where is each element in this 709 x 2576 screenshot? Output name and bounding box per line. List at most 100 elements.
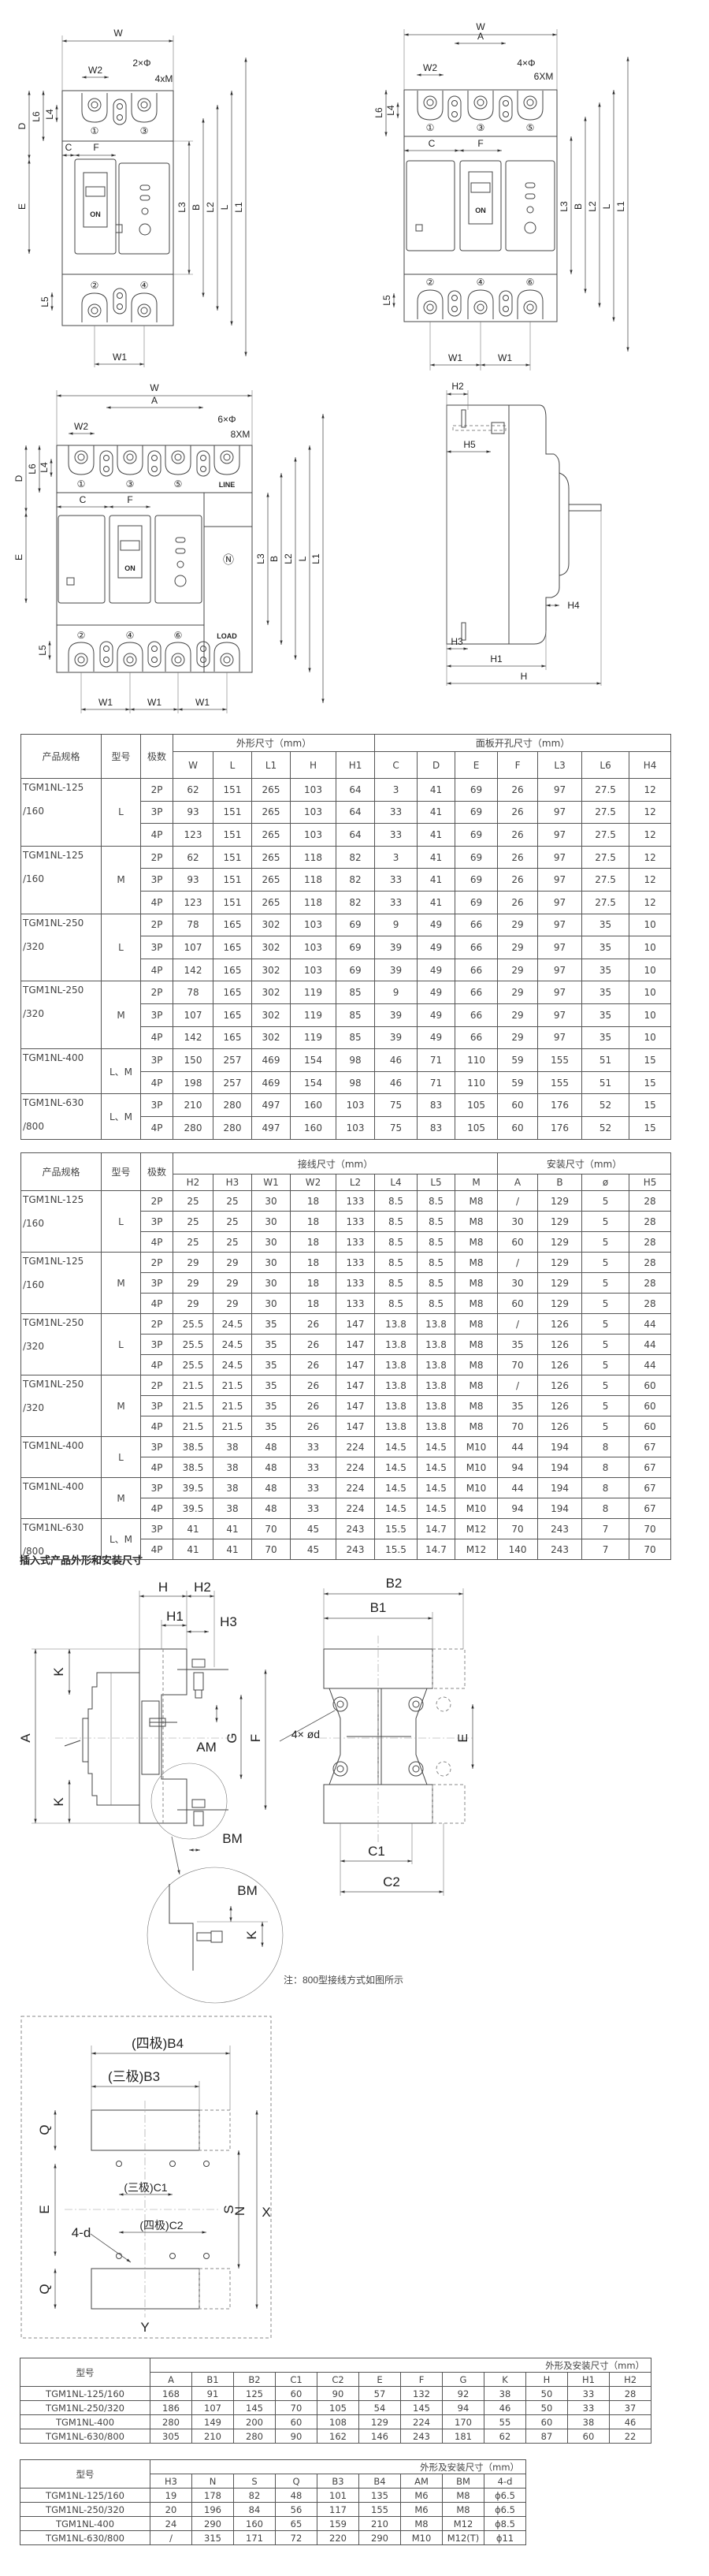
dimension-label: L5 <box>381 295 392 306</box>
dimension-label: L2 <box>205 202 216 213</box>
handle <box>83 172 108 228</box>
column-header: L4 <box>374 1174 418 1191</box>
value-cell: M8 <box>454 1252 499 1273</box>
dimension-e: E <box>455 1704 474 1769</box>
poles-cell: 3P <box>140 1395 173 1416</box>
type-cell: M <box>101 1375 141 1437</box>
terminal-screw <box>68 445 95 475</box>
dimension-label: W1 <box>147 697 161 708</box>
value-cell: 69 <box>455 845 499 869</box>
value-cell: 5 <box>581 1252 630 1273</box>
column-header: H1 <box>335 751 376 779</box>
value-cell: 30 <box>251 1211 291 1232</box>
value-cell: 60 <box>629 1416 672 1437</box>
dimension-l: L <box>601 90 615 322</box>
value-cell: 15 <box>629 1115 672 1140</box>
value-cell: 66 <box>455 1026 499 1050</box>
dimension-h: H <box>139 1580 187 1598</box>
value-cell: 224 <box>336 1498 375 1519</box>
poles-cell: 4P <box>140 1293 173 1314</box>
value-cell: 60 <box>497 1093 539 1117</box>
value-cell: 10 <box>629 1026 672 1050</box>
dimension-f: F <box>248 1670 267 1810</box>
value-cell: 7 <box>581 1518 630 1539</box>
value-cell: 24 <box>150 2516 192 2531</box>
dimension-label: (三极)C1 <box>124 2181 167 2194</box>
terminal-screw <box>417 91 444 121</box>
dimension-label: F <box>93 142 98 153</box>
value-cell: 290 <box>358 2530 401 2545</box>
value-cell: 110 <box>455 1070 499 1095</box>
dimension-w1: W1 <box>130 697 178 711</box>
value-cell: 22 <box>608 2429 652 2444</box>
value-cell: 94 <box>497 1457 539 1478</box>
value-cell: 52 <box>581 1093 630 1117</box>
value-cell: 48 <box>251 1477 291 1498</box>
dimension-l3: L3 <box>559 136 573 274</box>
value-cell: 33 <box>290 1498 336 1519</box>
pole-label: ③ <box>477 122 485 133</box>
value-cell: 26 <box>290 1395 336 1416</box>
column-header: C1 <box>275 2372 317 2387</box>
value-cell: 39.5 <box>173 1498 213 1519</box>
value-cell: 12 <box>629 845 672 869</box>
table-row: 3P 21.5 21.5 35 26 147 13.8 13.8 M8 35 126 5 60 <box>21 1395 672 1416</box>
value-cell: 90 <box>275 2429 317 2444</box>
value-cell: 198 <box>173 1070 213 1095</box>
value-cell: 27.5 <box>581 800 630 825</box>
spec-name: TGM1NL-125 <box>23 782 84 793</box>
wiring-installation-table: 产品规格 型号 极数 接线尺寸（mm） 安装尺寸（mm） H2 H3 W1 W2 L2 L4 L5 M A… <box>20 1152 672 1560</box>
value-cell: 38.5 <box>173 1457 213 1478</box>
value-cell: 27.5 <box>581 845 630 869</box>
value-cell: M8 <box>454 1211 499 1232</box>
value-cell: 25 <box>173 1231 213 1253</box>
value-cell: M8 <box>454 1190 499 1212</box>
value-cell: 469 <box>251 1048 291 1072</box>
value-cell: 15 <box>629 1048 672 1072</box>
value-cell: 103 <box>335 1115 376 1140</box>
dimension-w: W <box>57 382 252 397</box>
value-cell: 13.8 <box>417 1334 455 1355</box>
value-cell: 210 <box>191 2429 234 2444</box>
column-header: F <box>400 2372 443 2387</box>
poles-cell: 3P <box>140 868 173 892</box>
spec-name: TGM1NL-250 <box>23 917 84 929</box>
value-cell: 224 <box>336 1457 375 1478</box>
value-cell: ϕ6.5 <box>483 2502 527 2517</box>
stud-bottom <box>177 1799 228 1826</box>
value-cell: 194 <box>537 1477 583 1498</box>
value-cell: 165 <box>213 913 252 937</box>
value-cell: 28 <box>608 2386 652 2401</box>
table-row: 4P 280 280 497 160 103 75 83 105 60 176 52 15 <box>21 1115 672 1140</box>
value-cell: 66 <box>455 1003 499 1027</box>
terminal-screw <box>81 292 108 322</box>
dimension-label: F <box>127 494 132 505</box>
value-cell: 69 <box>455 890 499 914</box>
value-cell: 129 <box>537 1231 583 1253</box>
spec-name: TGM1NL-125 <box>23 1194 84 1205</box>
dimension-label: L1 <box>310 553 321 564</box>
value-cell: 26 <box>290 1416 336 1437</box>
value-cell: 14.5 <box>417 1477 455 1498</box>
header-group: 面板开孔尺寸（mm） <box>374 734 672 752</box>
dimension-label: B1 <box>370 1600 387 1615</box>
dimension-b: B <box>191 118 205 297</box>
dimension-label: H <box>158 1580 168 1595</box>
poles-cell: 3P <box>140 1048 173 1072</box>
poles-cell: 2P <box>140 913 173 937</box>
value-cell: 66 <box>455 958 499 982</box>
dimension-label: W <box>150 382 159 393</box>
value-cell: 5 <box>581 1416 630 1437</box>
value-cell: 35 <box>251 1375 291 1396</box>
value-cell: 41 <box>173 1518 213 1539</box>
value-cell: 78 <box>173 913 213 937</box>
value-cell: 133 <box>336 1252 375 1273</box>
dimension-label: A <box>477 31 484 42</box>
value-cell: / <box>150 2530 192 2545</box>
value-cell: 39 <box>374 958 418 982</box>
value-cell: 154 <box>290 1070 336 1095</box>
hole-label: 4-d <box>72 2225 91 2240</box>
value-cell: 176 <box>537 1115 583 1140</box>
value-cell: 56 <box>275 2502 317 2517</box>
dimension-w2: W2 <box>417 62 444 76</box>
